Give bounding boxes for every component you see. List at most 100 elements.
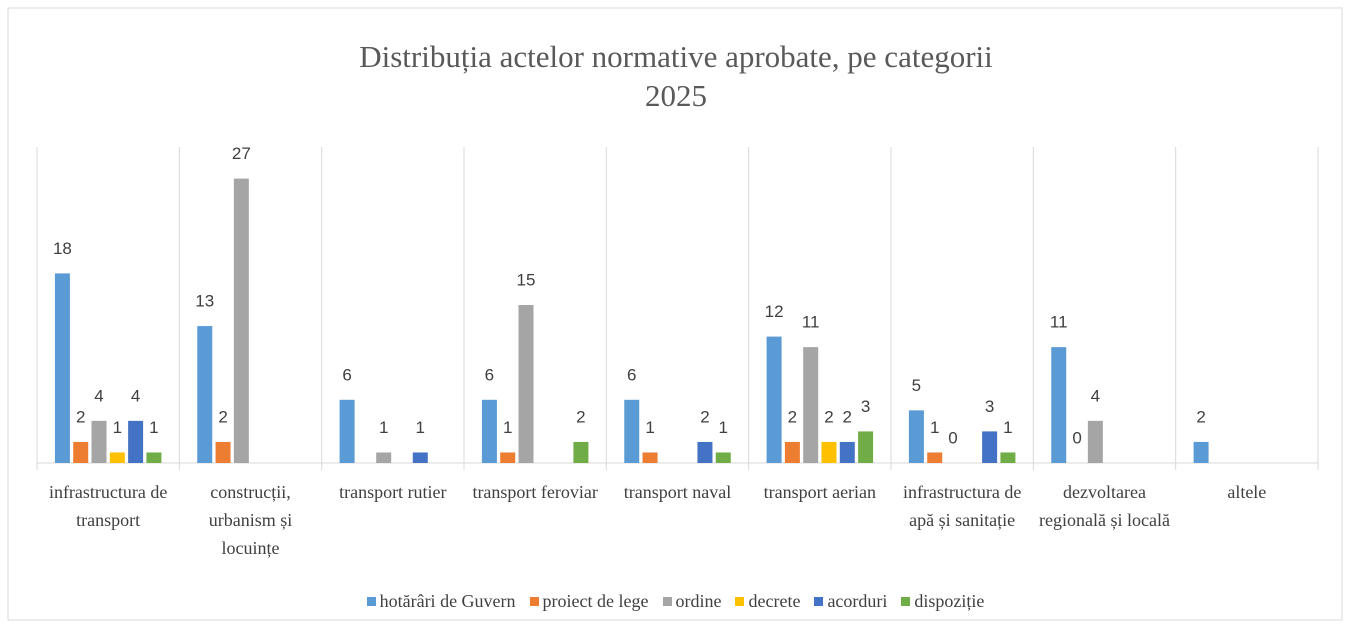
- data-label: 3: [985, 397, 994, 416]
- data-label: 6: [485, 365, 494, 384]
- x-tick-label-box: transport naval: [624, 482, 731, 502]
- bar: [518, 305, 534, 463]
- legend-label: proiect de lege: [542, 590, 649, 611]
- legend-swatch: [529, 596, 539, 606]
- chart-subtitle: 2025: [645, 78, 707, 113]
- data-label: 2: [218, 407, 227, 426]
- data-label: 1: [645, 418, 654, 437]
- x-tick-label-box: infrastructura de transport: [48, 482, 168, 530]
- bar: [128, 420, 144, 463]
- bar: [109, 452, 125, 463]
- data-label: 13: [195, 292, 214, 311]
- data-label: 2: [700, 407, 709, 426]
- legend-box: hotărâri de Guvern proiect de lege ordine d…: [20, 586, 1331, 616]
- legend-label: dispoziție: [914, 590, 985, 611]
- legend-label: ordine: [675, 590, 722, 611]
- legend: hotărâri de Guvern proiect de lege ordine d…: [20, 586, 1331, 616]
- data-label: 4: [94, 386, 103, 405]
- data-label: 1: [149, 418, 158, 437]
- data-label: 2: [76, 407, 85, 426]
- bar: [839, 441, 855, 463]
- bar: [715, 452, 731, 463]
- legend-swatch: [662, 596, 672, 606]
- bar: [573, 441, 589, 463]
- legend-label: hotărâri de Guvern: [379, 590, 516, 611]
- data-label: 6: [627, 365, 636, 384]
- bar: [803, 347, 819, 463]
- bar: [858, 431, 874, 463]
- data-label: 4: [1091, 386, 1100, 405]
- bar: [500, 452, 516, 463]
- legend-item: ordine: [662, 590, 722, 612]
- bar: [73, 441, 89, 463]
- bar: [376, 452, 392, 463]
- data-label: 11: [802, 313, 820, 332]
- bar: [624, 399, 640, 463]
- data-label: 1: [503, 418, 512, 437]
- x-tick-label: transport aerian: [763, 482, 877, 502]
- data-label: 1: [930, 418, 939, 437]
- bar: [784, 441, 800, 463]
- bar: [1193, 441, 1209, 463]
- data-label: 11: [1050, 313, 1068, 332]
- bar: [908, 410, 924, 463]
- legend-label: acorduri: [827, 590, 888, 611]
- data-label: 2: [788, 407, 797, 426]
- x-tick-label: infrastructura de apă și sanitație: [902, 482, 1022, 530]
- x-tick-label: infrastructura de transport: [48, 482, 168, 530]
- bar: [697, 441, 713, 463]
- bar: [982, 431, 998, 463]
- data-label: 1: [379, 418, 388, 437]
- x-tick-label: transport feroviar: [472, 482, 598, 502]
- legend-item: proiect de lege: [529, 590, 649, 612]
- data-label: 12: [765, 302, 784, 321]
- legend-item: hotărâri de Guvern: [366, 590, 516, 612]
- bar: [215, 441, 231, 463]
- bar: [1087, 420, 1103, 463]
- bar: [821, 441, 837, 463]
- legend-swatch: [901, 596, 911, 606]
- x-tick-label-box: transport aerian: [763, 482, 877, 502]
- legend-item: acorduri: [814, 591, 887, 612]
- data-label: 3: [861, 397, 870, 416]
- data-label: 6: [342, 365, 351, 384]
- x-tick-label-box: infrastructura de apă și sanitație: [902, 482, 1022, 530]
- legend-label: decrete: [748, 590, 801, 611]
- data-label: 5: [912, 376, 921, 395]
- x-tick-label: altele: [1227, 482, 1267, 502]
- x-tick-label-box: altele: [1227, 482, 1267, 502]
- legend-swatch: [366, 596, 376, 606]
- chart-title: Distribuția actelor normative aprobate, …: [359, 39, 993, 74]
- bar: [197, 326, 213, 463]
- data-label: 0: [948, 428, 957, 447]
- bar: [233, 178, 249, 463]
- data-label: 1: [113, 418, 122, 437]
- x-tick-label-box: transport rutier: [339, 482, 446, 502]
- bar: [481, 399, 497, 463]
- bar: [642, 452, 658, 463]
- bar: [54, 273, 70, 463]
- x-tick-label-box: dezvoltarea regională și locală: [1039, 482, 1170, 530]
- legend-swatch: [735, 596, 745, 606]
- data-label: 18: [53, 239, 72, 258]
- data-label: 2: [1196, 407, 1205, 426]
- legend-swatch: [814, 596, 824, 606]
- legend-item: decrete: [735, 591, 800, 612]
- bar: [146, 452, 162, 463]
- data-label: 2: [576, 407, 585, 426]
- data-label: 0: [1072, 428, 1081, 447]
- data-label: 1: [1003, 418, 1012, 437]
- x-tick-label: construcții, urbanism și locuințe: [208, 482, 293, 558]
- data-label: 1: [416, 418, 425, 437]
- x-tick-label: dezvoltarea regională și locală: [1039, 482, 1170, 530]
- bar: [339, 399, 355, 463]
- data-label: 4: [131, 386, 140, 405]
- bar: [91, 420, 107, 463]
- chart-border: [7, 7, 1343, 621]
- legend-item: dispoziție: [901, 591, 984, 612]
- data-label: 15: [517, 270, 536, 289]
- bar: [766, 336, 782, 463]
- bar: [1051, 347, 1067, 463]
- bar: [927, 452, 943, 463]
